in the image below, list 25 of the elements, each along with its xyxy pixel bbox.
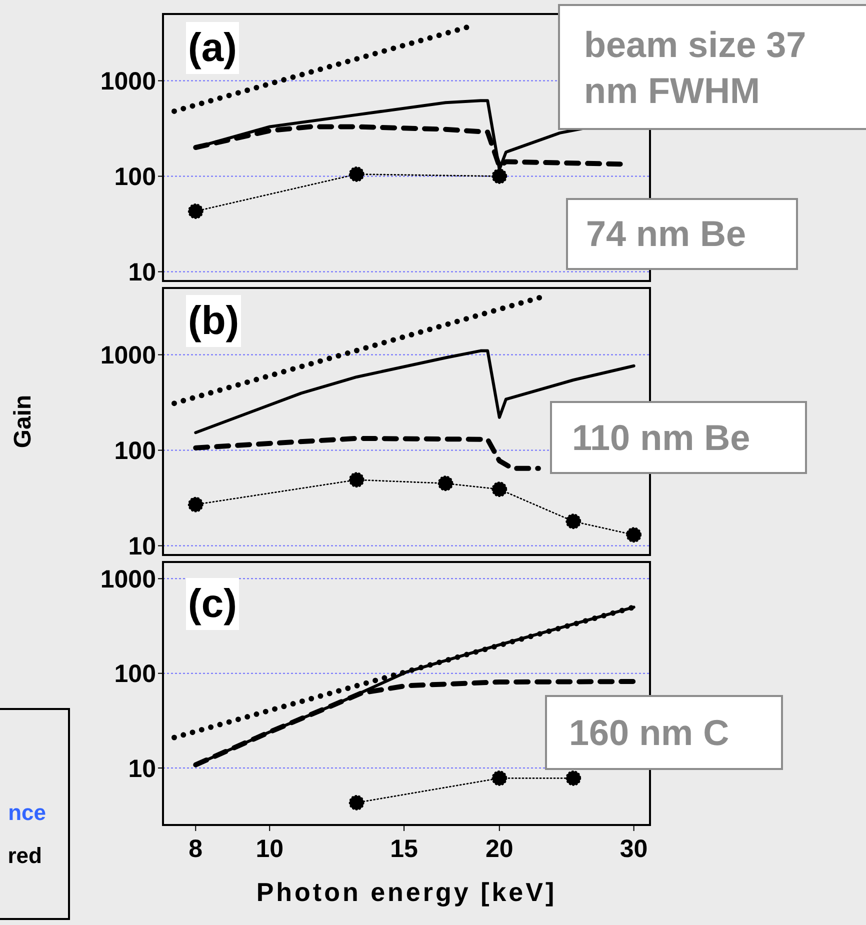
annotation: 74 nm Be — [566, 198, 798, 270]
x-tick-label: 10 — [256, 834, 284, 863]
annotation: 160 nm C — [545, 695, 783, 770]
x-tick-label: 15 — [390, 834, 418, 863]
text: nce — [7, 800, 46, 826]
y-tick-label: 10 — [128, 258, 156, 287]
y-tick-label: 10 — [128, 532, 156, 561]
annotation: (b) — [186, 295, 242, 347]
y-tick-label: 1000 — [100, 566, 156, 594]
y-tick-label: 100 — [114, 437, 156, 466]
y-axis-title: Gain — [10, 394, 37, 448]
x-tick-label: 20 — [486, 834, 514, 863]
annotation: (a) — [186, 22, 239, 74]
y-tick-label: 10 — [128, 754, 156, 783]
y-tick-label: 100 — [114, 163, 156, 192]
text: red — [6, 843, 42, 869]
x-tick-label: 8 — [188, 834, 203, 863]
x-tick-label: 30 — [620, 834, 648, 863]
annotation: (c) — [186, 578, 239, 630]
y-tick-label: 1000 — [100, 68, 156, 96]
x-axis-title: Photon energy [keV] — [256, 877, 557, 907]
annotation: 110 nm Be — [550, 401, 807, 474]
y-tick-label: 100 — [114, 660, 156, 688]
annotation: beam size 37 nm FWHM — [558, 4, 866, 130]
y-tick-label: 1000 — [100, 342, 156, 370]
